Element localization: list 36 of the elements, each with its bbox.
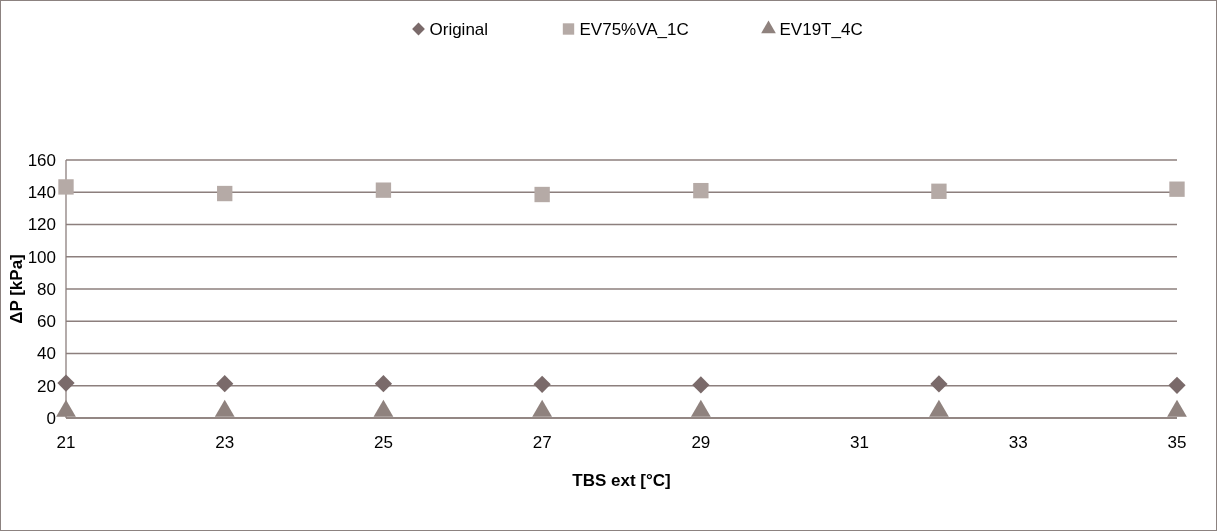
y-tick-label: 60 <box>37 312 56 332</box>
y-tick-label: 160 <box>27 150 56 170</box>
x-tick-label: 27 <box>532 433 552 452</box>
x-tick-label: 21 <box>56 433 76 452</box>
x-tick-label: 31 <box>850 433 870 452</box>
legend-label: Original <box>429 19 489 39</box>
y-tick-label: 100 <box>27 247 56 267</box>
point <box>58 179 74 195</box>
y-tick-label: 40 <box>37 344 56 364</box>
point <box>690 399 711 417</box>
x-tick-label: 25 <box>373 433 393 452</box>
y-tick-label: 0 <box>46 408 56 428</box>
x-tick-label: 29 <box>691 433 711 452</box>
y-tick-label: 140 <box>27 183 56 203</box>
y-tick-label: 80 <box>37 279 56 299</box>
legend-label: EV75%VA_1C <box>579 19 689 39</box>
point <box>693 182 709 199</box>
point <box>214 399 235 417</box>
point <box>217 185 233 202</box>
point <box>1169 181 1185 197</box>
y-axis-title: ΔP [kPa] <box>7 254 26 324</box>
y-tick-label: 120 <box>27 215 56 235</box>
x-tick-label: 33 <box>1008 433 1028 452</box>
point <box>56 399 76 417</box>
point <box>931 183 947 199</box>
y-tick-label: 20 <box>37 376 56 396</box>
x-tick-label: 35 <box>1167 433 1187 452</box>
point <box>1167 399 1187 417</box>
x-axis-title: TBS ext [°C] <box>572 471 671 490</box>
legend-label: EV19T_4C <box>779 19 863 39</box>
x-tick-label: 23 <box>215 433 235 452</box>
point <box>375 182 392 198</box>
point <box>373 399 394 417</box>
point <box>929 399 949 417</box>
point <box>534 186 550 203</box>
point <box>532 399 553 417</box>
